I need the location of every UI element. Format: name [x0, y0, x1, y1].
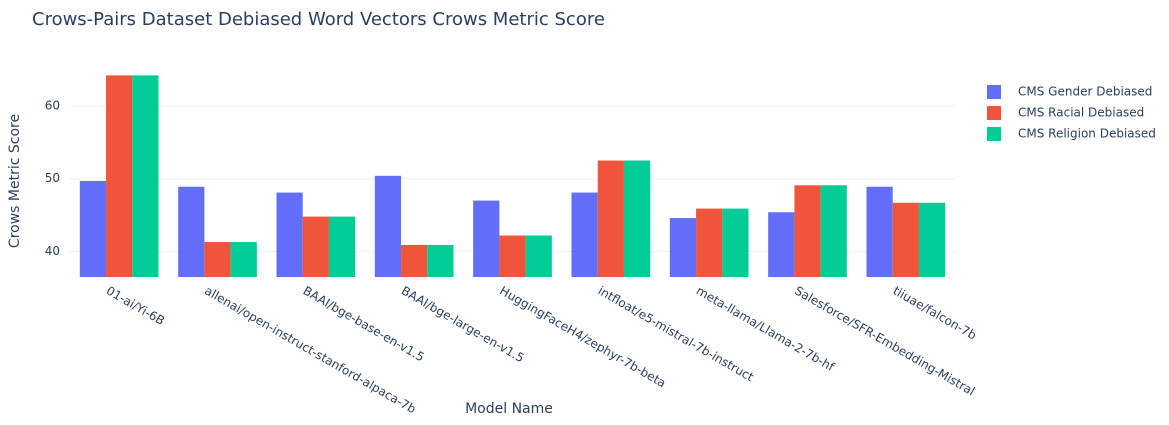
bar: [230, 242, 257, 277]
legend-label: CMS Gender Debiased: [1018, 85, 1152, 99]
bar: [768, 212, 795, 277]
bar: [374, 175, 402, 277]
bar: [820, 185, 847, 277]
x-tick-label: intfloat/e5-mistral-7b-instruct: [596, 284, 757, 385]
x-tick-label: HuggingFaceH4/zephyr-7b-beta: [497, 284, 668, 391]
x-axis-title: Model Name: [465, 401, 553, 417]
y-tick-label: 60: [45, 98, 60, 112]
bar: [571, 192, 598, 277]
legend-swatch: [987, 127, 1001, 141]
legend-label: CMS Racial Debiased: [1018, 106, 1144, 120]
chart-title: Crows-Pairs Dataset Debiased Word Vector…: [32, 9, 605, 30]
bar: [204, 242, 231, 277]
y-tick-label: 40: [45, 244, 60, 258]
x-tick-label: Salesforce/SFR-Embedding-Mistral: [792, 284, 977, 399]
bar: [892, 202, 919, 277]
legend-swatch: [987, 85, 1001, 99]
bar: [597, 160, 624, 277]
legend-swatch: [987, 106, 1001, 120]
bar: [427, 244, 454, 277]
bar: [866, 186, 893, 277]
x-tick-label: allenai/open-instruct-stanford-alpaca-7b: [202, 284, 418, 417]
bar: [106, 75, 133, 277]
bar: [794, 185, 821, 277]
bar: [178, 186, 205, 277]
bar: [328, 216, 356, 277]
bar: [79, 180, 107, 277]
y-axis-title: Crows Metric Score: [7, 114, 23, 248]
bar: [499, 235, 526, 277]
bar: [669, 218, 697, 277]
bar: [276, 192, 303, 277]
bar: [696, 208, 723, 277]
bar: [473, 200, 500, 277]
bar: [918, 202, 946, 277]
bar: [401, 244, 428, 277]
x-tick-label: 01-ai/Yi-6B: [104, 284, 167, 329]
bar: [132, 75, 159, 277]
bar: [525, 235, 552, 277]
y-tick-label: 50: [45, 171, 60, 185]
x-tick-label: tiiuae/falcon-7b: [891, 284, 979, 343]
bar: [302, 216, 329, 277]
bar: [722, 208, 749, 277]
bar: [623, 160, 651, 277]
legend-label: CMS Religion Debiased: [1018, 127, 1156, 141]
